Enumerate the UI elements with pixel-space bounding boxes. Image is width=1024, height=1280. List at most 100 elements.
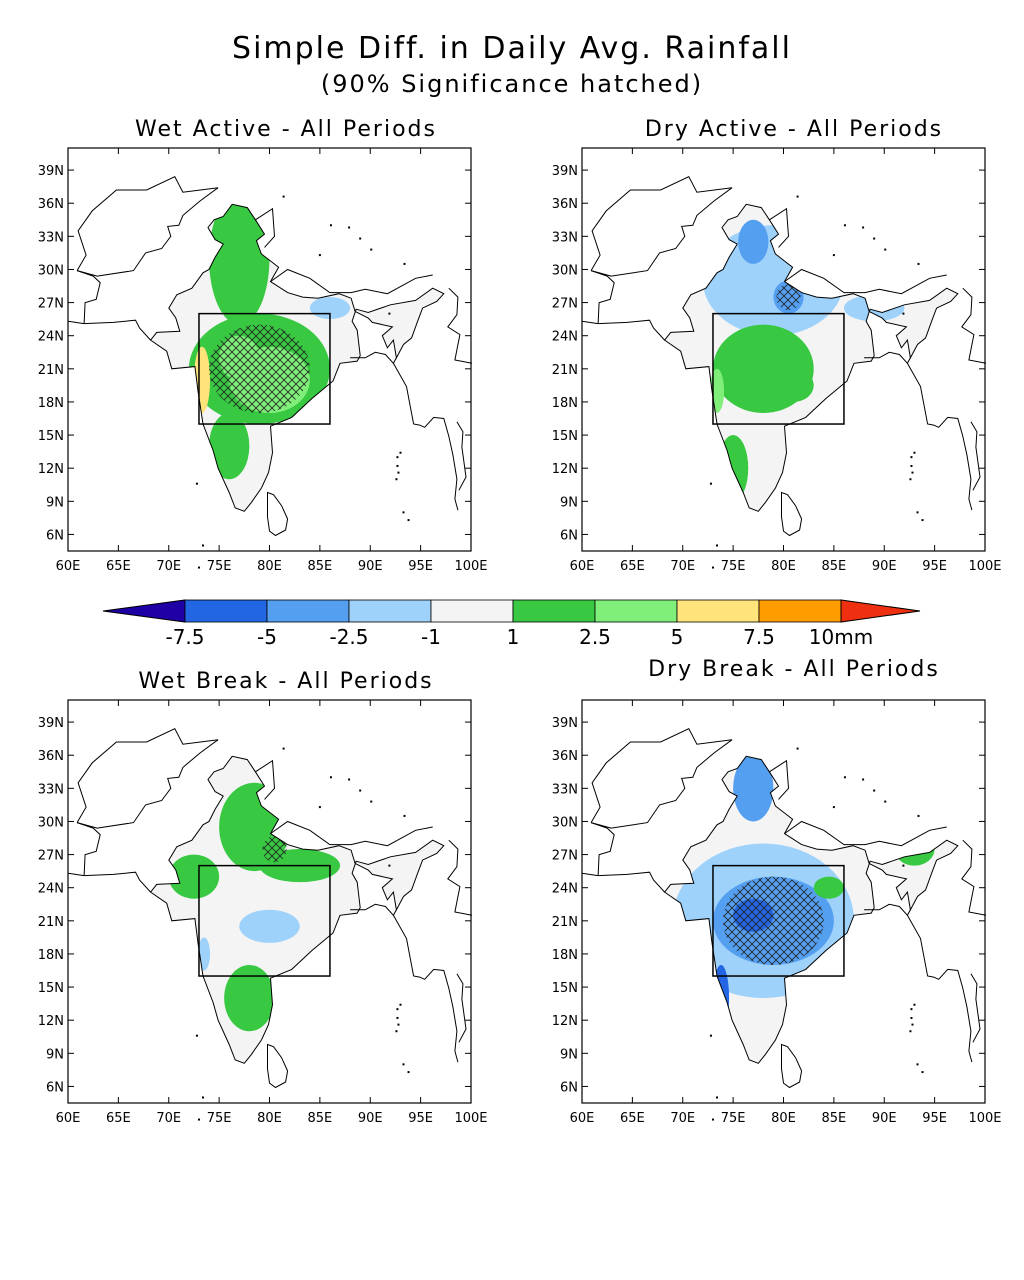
coastline-path	[350, 903, 397, 917]
lat-tick-label: 39N	[38, 164, 64, 179]
island-mark	[396, 464, 399, 467]
island-mark	[921, 1071, 924, 1074]
coastline-path	[784, 268, 947, 295]
lon-tick-label: 90E	[358, 559, 383, 574]
island-mark	[910, 456, 913, 459]
lat-tick-label: 12N	[552, 1014, 578, 1029]
island-mark	[318, 254, 321, 257]
analysis-box	[198, 312, 331, 425]
anomaly-contour	[239, 909, 300, 943]
lat-tick-label: 15N	[552, 981, 578, 996]
coastline-path	[76, 187, 219, 277]
coastlines	[67, 728, 473, 1121]
lat-tick-label: 39N	[38, 716, 64, 731]
lon-tick-label: 70E	[156, 559, 181, 574]
lat-tick-label: 6N	[46, 528, 64, 543]
island-mark	[910, 464, 913, 467]
lat-tick-label: 9N	[560, 495, 578, 510]
lat-tick-label: 33N	[552, 230, 578, 245]
lon-tick-label: 90E	[358, 1111, 383, 1126]
lat-tick-label: 12N	[38, 462, 64, 477]
colorbar-label: -2.5	[329, 625, 368, 649]
anomaly-contour	[813, 876, 844, 899]
island-mark	[399, 1003, 402, 1006]
island-mark	[370, 248, 373, 251]
island-mark	[862, 226, 865, 229]
island-mark	[843, 776, 846, 779]
lat-tick-label: 36N	[38, 749, 64, 764]
colorbar-label: 10mm	[809, 625, 873, 649]
lat-tick-label: 27N	[552, 297, 578, 312]
colorbar-swatch	[430, 599, 514, 623]
coastline-path	[447, 839, 473, 916]
colorbar-swatch	[348, 599, 432, 623]
lon-tick-label: 90E	[872, 1111, 897, 1126]
analysis-box	[712, 864, 845, 977]
anomaly-contour	[733, 756, 774, 822]
coastline-path	[392, 363, 459, 511]
island-mark	[921, 519, 924, 522]
island-mark	[329, 224, 332, 227]
lon-tick-label: 75E	[207, 1111, 232, 1126]
island-mark	[388, 312, 391, 315]
coastline-path	[864, 351, 911, 365]
lat-tick-label: 12N	[38, 1014, 64, 1029]
lon-tick-label: 60E	[56, 1111, 81, 1126]
coastline-path	[76, 822, 101, 876]
colorbar-label: -5	[257, 625, 277, 649]
coastline-path	[590, 728, 733, 823]
island-mark	[709, 1034, 712, 1037]
coastline-path	[769, 759, 790, 800]
lat-tick-label: 27N	[552, 849, 578, 864]
lat-tick-label: 15N	[552, 429, 578, 444]
island-mark	[716, 1096, 719, 1099]
coastline-path	[590, 822, 615, 876]
coastline-path	[581, 872, 599, 877]
colorbar-arrow-high	[840, 599, 921, 623]
island-mark	[910, 1016, 913, 1019]
coastline-path	[76, 176, 219, 271]
colorbar-swatch	[512, 599, 596, 623]
colorbar-swatch	[266, 599, 350, 623]
lat-tick-label: 6N	[46, 1080, 64, 1095]
island-mark	[202, 544, 205, 547]
lat-tick-label: 12N	[552, 462, 578, 477]
coastline-path	[84, 871, 151, 893]
panel-wet-active: Wet Active - All Periods 60E 65E 70E 75E 80E…	[38, 117, 488, 574]
coastline-path	[970, 973, 981, 1043]
lon-tick-label: 100E	[454, 1111, 487, 1126]
coastline-path	[67, 320, 85, 325]
lat-tick-label: 36N	[38, 197, 64, 212]
island-mark	[902, 312, 905, 315]
lat-tick-label: 24N	[38, 882, 64, 897]
panel-title: Wet Break - All Periods	[138, 669, 433, 694]
island-mark	[711, 1118, 714, 1121]
coastline-path	[781, 1043, 803, 1089]
island-mark	[402, 1063, 405, 1066]
colorbar-swatch	[184, 599, 268, 623]
island-mark	[917, 814, 920, 817]
island-mark	[716, 544, 719, 547]
colorbar-swatch	[676, 599, 760, 623]
lon-tick-label: 65E	[106, 559, 131, 574]
island-mark	[397, 471, 400, 474]
colorbar: -7.5 -5 -2.5 -1 1 2.5 5 7.5 10mm	[102, 599, 921, 649]
island-mark	[916, 1063, 919, 1066]
island-mark	[796, 747, 799, 750]
lat-tick-label: 30N	[552, 263, 578, 278]
island-mark	[396, 1008, 399, 1011]
anomaly-contour	[738, 219, 769, 264]
island-mark	[397, 1023, 400, 1026]
analysis-box	[198, 864, 331, 977]
island-mark	[396, 1016, 399, 1019]
island-mark	[195, 1034, 198, 1037]
island-mark	[407, 1071, 410, 1074]
lon-tick-label: 75E	[721, 559, 746, 574]
panel-title: Dry Active - All Periods	[645, 117, 943, 142]
island-mark	[909, 1030, 912, 1033]
coastline-path	[590, 739, 733, 829]
colorbar-swatch	[594, 599, 678, 623]
lon-tick-label: 95E	[922, 559, 947, 574]
anomaly-contour	[702, 225, 844, 336]
